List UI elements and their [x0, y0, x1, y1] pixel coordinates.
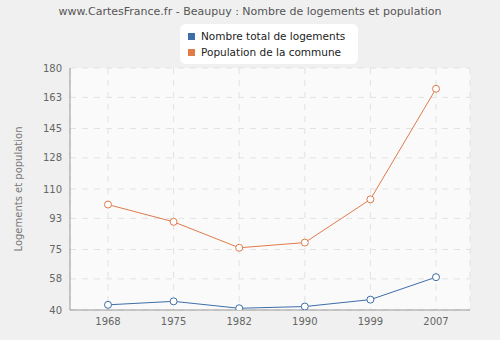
svg-text:93: 93	[49, 213, 62, 224]
svg-text:1975: 1975	[161, 316, 186, 327]
html-text:Nombre total de logements: Nombre total de logements	[201, 30, 346, 42]
html-text:Population de la commune: Population de la commune	[201, 46, 342, 58]
svg-text:1982: 1982	[226, 316, 251, 327]
svg-text:128: 128	[43, 152, 62, 163]
svg-text:110: 110	[43, 184, 62, 195]
svg-text:Logements et population: Logements et population	[13, 126, 24, 251]
svg-text:1999: 1999	[358, 316, 383, 327]
svg-text:2007: 2007	[423, 316, 448, 327]
svg-text:58: 58	[49, 273, 62, 284]
html-text:www.CartesFrance.fr - Beaupuy: www.CartesFrance.fr - Beaupuy : Nombre d…	[58, 5, 442, 18]
svg-text:1990: 1990	[292, 316, 317, 327]
svg-text:40: 40	[49, 305, 62, 316]
svg-text:1968: 1968	[95, 316, 120, 327]
svg-text:75: 75	[49, 244, 62, 255]
svg-text:163: 163	[43, 92, 62, 103]
svg-text:180: 180	[43, 63, 62, 74]
svg-text:145: 145	[43, 123, 62, 134]
